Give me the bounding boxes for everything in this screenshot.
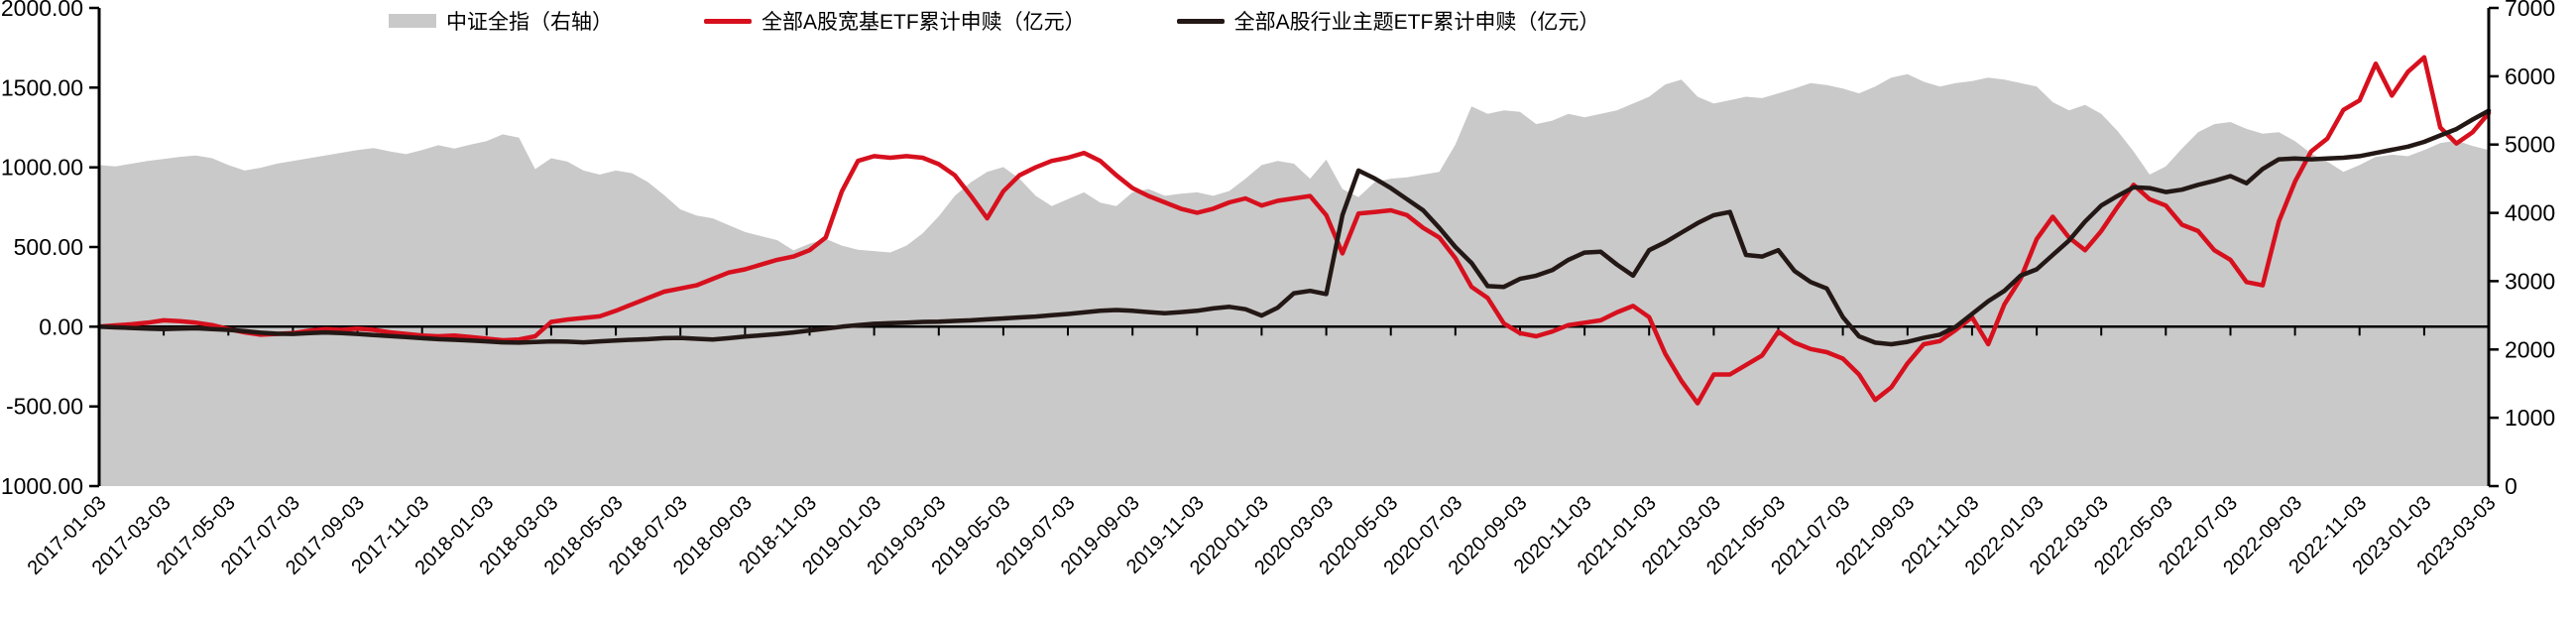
right-axis-tick-label: 4000 [2505, 200, 2555, 226]
legend-item-broad-etf: 全部A股宽基ETF累计申赎（亿元） [704, 6, 1086, 36]
right-axis-tick-label: 0 [2505, 473, 2517, 499]
industry-theme-etf-line [96, 108, 2492, 347]
black-line-swatch-icon [1176, 18, 1225, 24]
legend-label: 全部A股宽基ETF累计申赎（亿元） [761, 11, 1086, 34]
chart-legend: 中证全指（右轴） 全部A股宽基ETF累计申赎（亿元） 全部A股行业主题ETF累计… [389, 6, 1599, 36]
left-axis-tick-label: 1000.00 [1, 155, 83, 181]
legend-label: 全部A股行业主题ETF累计申赎（亿元） [1233, 11, 1600, 34]
right-axis-tick-label: 5000 [2505, 132, 2555, 158]
left-axis-tick-label: -1000.00 [0, 473, 83, 499]
legend-item-csi-all-share: 中证全指（右轴） [389, 6, 613, 36]
csi-all-share-area [99, 73, 2489, 487]
legend-label: 中证全指（右轴） [446, 11, 613, 34]
left-axis-tick-label: 1500.00 [1, 74, 83, 100]
right-axis-tick-label: 3000 [2505, 268, 2555, 294]
left-axis-tick-label: 2000.00 [1, 0, 83, 21]
red-line-swatch-icon [704, 18, 752, 24]
right-axis-tick-label: 7000 [2505, 0, 2555, 21]
area-swatch-icon [389, 14, 436, 28]
legend-item-industry-etf: 全部A股行业主题ETF累计申赎（亿元） [1176, 6, 1600, 36]
broad-etf-line [96, 55, 2492, 406]
left-axis-tick-label: 0.00 [39, 313, 83, 339]
right-axis-tick-label: 1000 [2505, 405, 2555, 431]
right-axis-tick-label: 2000 [2505, 336, 2555, 362]
right-axis-tick-label: 6000 [2505, 63, 2555, 89]
left-axis-tick-label: -500.00 [6, 394, 83, 420]
left-axis-tick-label: 500.00 [14, 234, 83, 260]
